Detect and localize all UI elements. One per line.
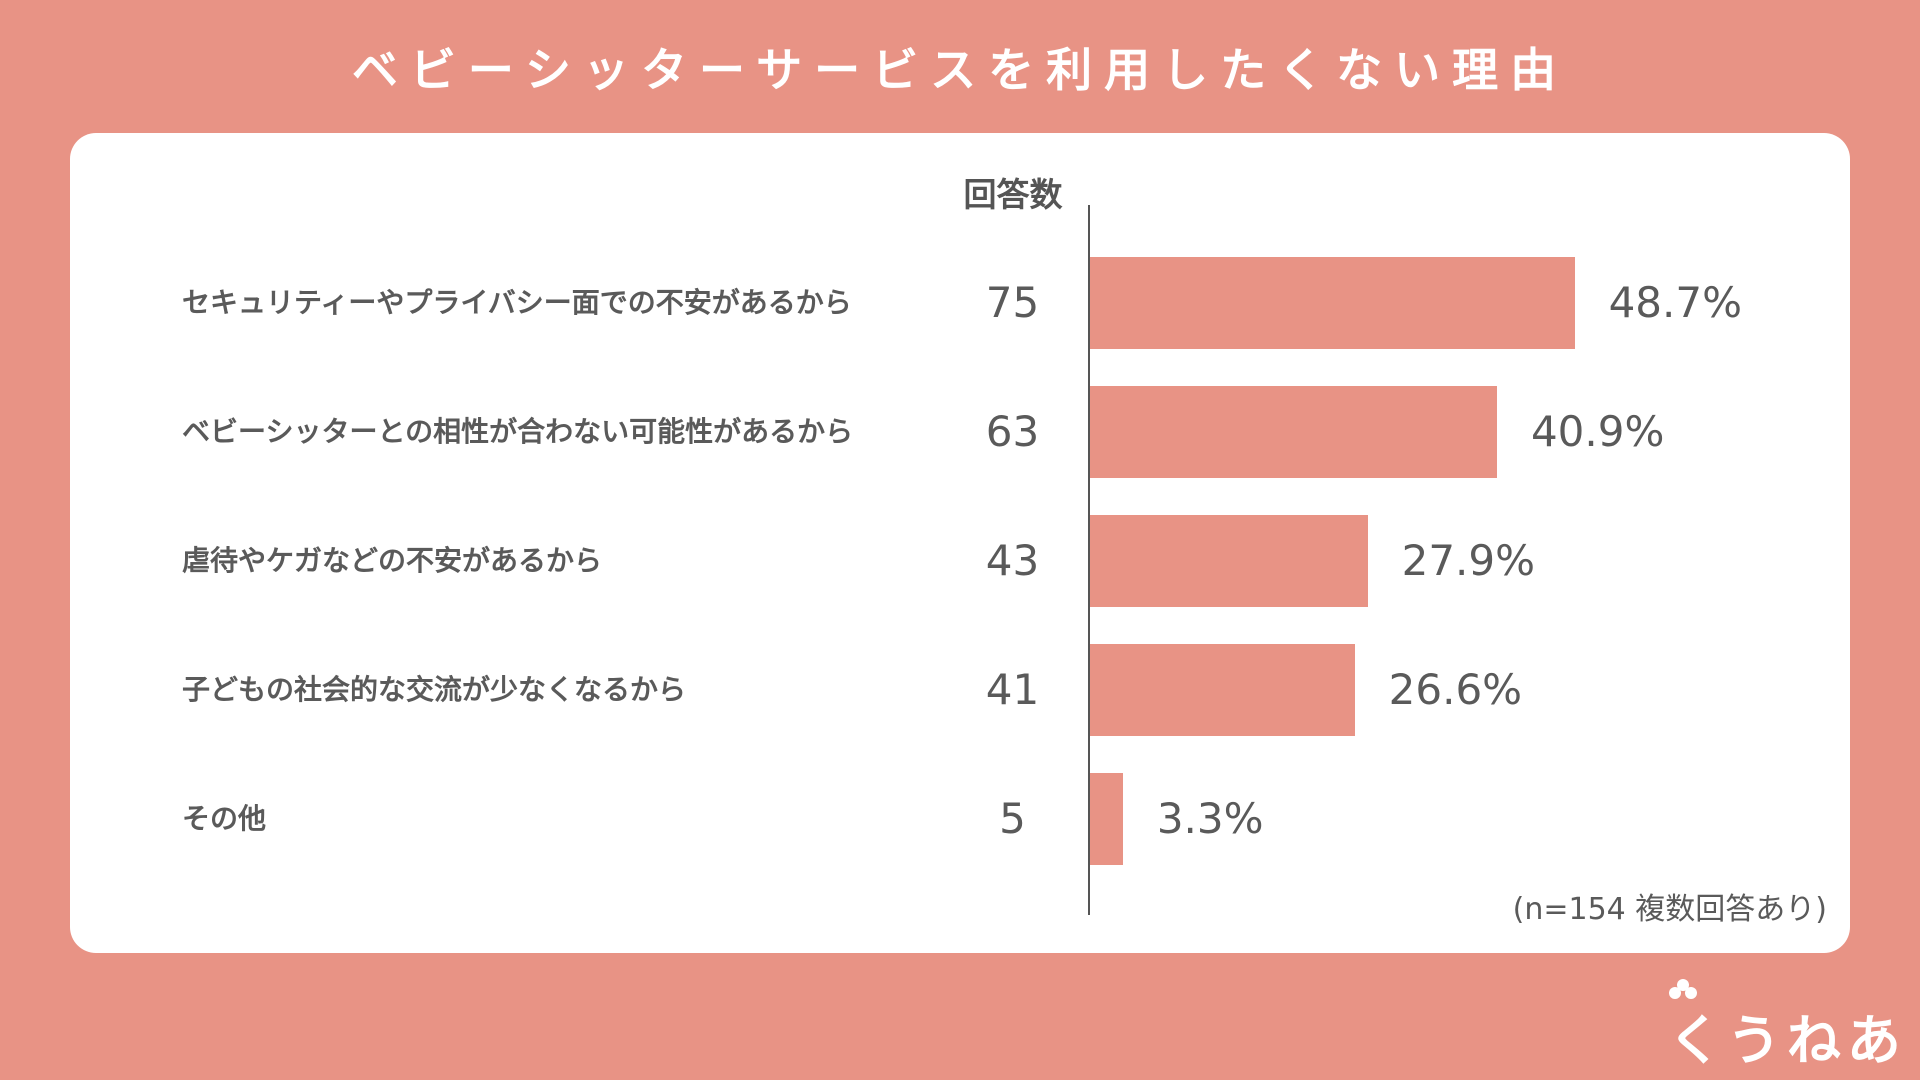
percent-label: 48.7% xyxy=(1608,278,1742,327)
bar xyxy=(1090,386,1497,478)
percent-label: 27.9% xyxy=(1401,536,1536,585)
count-value: 75 xyxy=(985,278,1040,327)
percent-label: 3.3% xyxy=(1156,794,1264,843)
category-label: 子どもの社会的な交流が少なくなるから xyxy=(182,673,687,706)
bar xyxy=(1090,644,1355,736)
bar xyxy=(1090,257,1575,349)
bar xyxy=(1090,773,1123,865)
count-column-header: 回答数 xyxy=(963,175,1063,214)
count-value: 43 xyxy=(985,536,1040,585)
logo-wordmark: くうねあ xyxy=(1668,1009,1907,1072)
count-value: 5 xyxy=(999,794,1026,843)
category-label: その他 xyxy=(182,802,267,835)
logo-icon xyxy=(1669,979,1697,999)
count-value: 41 xyxy=(985,665,1040,714)
category-label: 虐待やケガなどの不安があるから xyxy=(182,544,603,577)
count-value: 63 xyxy=(985,407,1040,456)
sample-note: (n=154 複数回答あり) xyxy=(1512,892,1827,927)
percent-label: 40.9% xyxy=(1530,407,1665,456)
percent-label: 26.6% xyxy=(1388,665,1523,714)
bar xyxy=(1090,515,1368,607)
chart-title: ベビーシッターサービスを利用したくない理由 xyxy=(351,43,1569,97)
category-label: セキュリティーやプライバシー面での不安があるから xyxy=(182,286,852,319)
category-label: ベビーシッターとの相性が合わない可能性があるから xyxy=(182,415,854,448)
y-axis-line xyxy=(1088,205,1090,915)
